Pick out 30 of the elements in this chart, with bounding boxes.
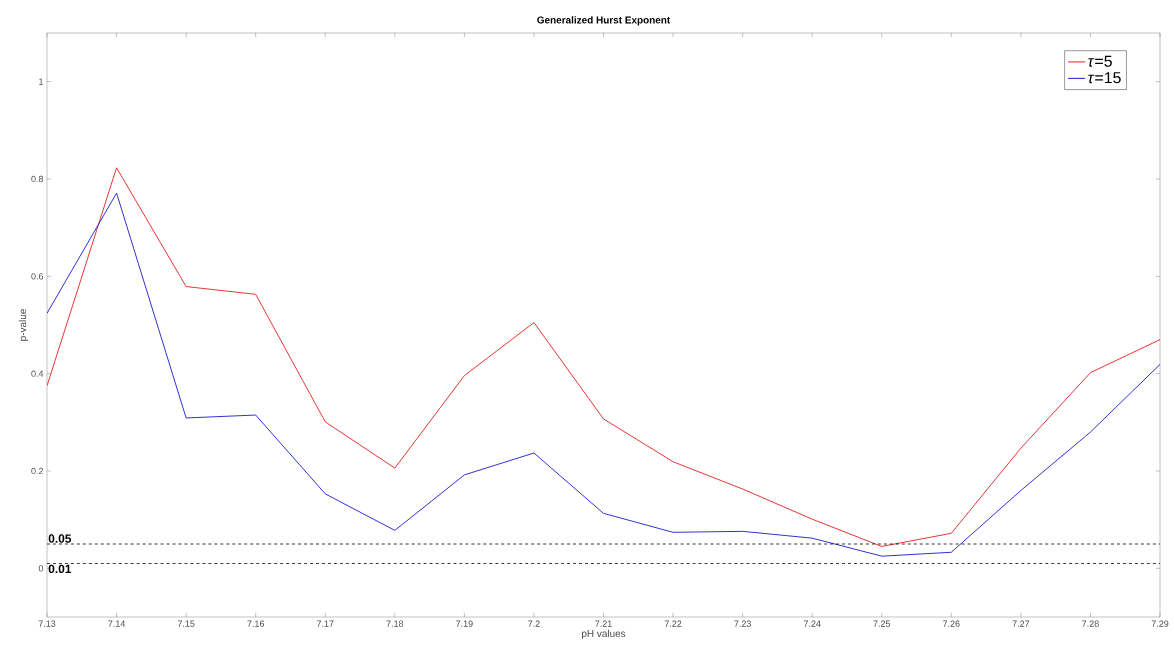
legend-label: τ=5: [1088, 55, 1112, 67]
x-tick-label: 7.21: [595, 620, 612, 627]
x-tick-label: 7.18: [386, 620, 404, 627]
x-tick-label: 7.25: [873, 620, 891, 627]
x-tick-label: 7.15: [177, 620, 195, 627]
x-tick-label: 7.27: [1012, 620, 1030, 627]
y-tick-label: 0.4: [31, 370, 44, 377]
y-axis-title: p-value: [18, 309, 29, 341]
y-tick-label: 0: [38, 565, 44, 572]
legend-label: τ=15: [1088, 72, 1121, 84]
y-tick-label: 1: [39, 78, 44, 85]
x-tick-label: 7.28: [1082, 620, 1099, 627]
x-tick-label: 7.13: [38, 620, 56, 627]
x-tick-label: 7.16: [247, 620, 265, 627]
ref-line-label: 0.01: [48, 564, 72, 574]
x-tick-label: 7.29: [1151, 620, 1169, 627]
x-tick-label: 7.24: [803, 620, 821, 627]
x-tick-label: 7.17: [316, 620, 334, 627]
x-tick-label: 7.14: [108, 620, 126, 627]
x-tick-label: 7.19: [456, 620, 473, 627]
y-tick-label: 0.8: [31, 175, 44, 183]
ref-line-label: 0.05: [48, 534, 72, 543]
x-tick-label: 7.26: [943, 620, 960, 627]
x-axis-title: pH values: [581, 629, 626, 640]
x-tick-label: 7.22: [664, 620, 682, 627]
y-tick-label: 0.2: [31, 467, 44, 475]
x-tick-label: 7.2: [528, 620, 540, 627]
y-tick-label: 0.6: [31, 273, 44, 280]
x-tick-label: 7.23: [734, 620, 751, 627]
chart-title: Generalized Hurst Exponent: [537, 16, 671, 26]
